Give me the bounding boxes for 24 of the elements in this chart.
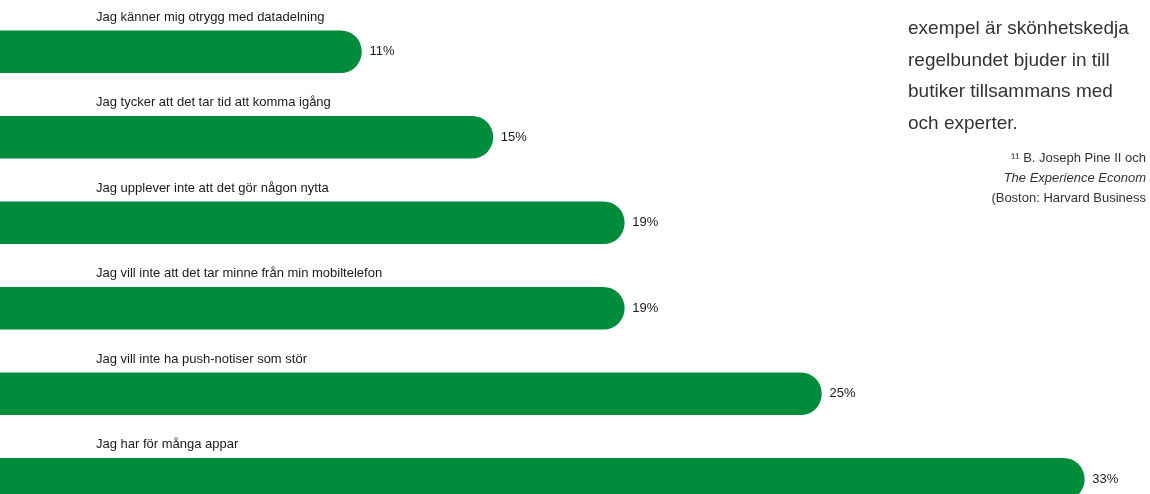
y-tick-label: Jag vill inte ha push-notiser som stör <box>96 350 308 366</box>
annotation: ¹¹ B. Joseph Pine II och <box>1009 149 1146 167</box>
y-tick-label: Jag vill inte att det tar minne från min mobiltelefon <box>96 265 383 281</box>
annotation: The Experience Econom <box>1002 169 1146 187</box>
annotation: exempel är skönhetskedja <box>908 16 1130 40</box>
annotation: butiker tillsammans med <box>908 79 1114 103</box>
data-label: 19% <box>632 299 659 315</box>
y-tick-label: Jag tycker att det tar tid att komma igång <box>96 94 331 110</box>
bar <box>0 372 822 416</box>
annotation: regelbundet bjuder in till <box>908 47 1111 72</box>
y-tick-label: Jag upplever inte att det gör någon nytta <box>96 179 330 195</box>
bar <box>0 201 625 245</box>
annotation: och experter. <box>908 110 1019 135</box>
annotation: (Boston: Harvard Business <box>990 189 1146 207</box>
bar <box>0 30 362 74</box>
data-label: 15% <box>500 128 528 144</box>
data-label: 19% <box>632 214 659 230</box>
bar <box>0 115 494 159</box>
data-label: 25% <box>829 385 856 401</box>
y-tick-label: Jag har för många appar <box>96 436 240 452</box>
bar <box>0 286 625 330</box>
data-label: 11% <box>369 43 395 59</box>
y-tick-label: Jag känner mig otrygg med datadelning <box>96 8 325 24</box>
data-label: 33% <box>1092 470 1119 486</box>
